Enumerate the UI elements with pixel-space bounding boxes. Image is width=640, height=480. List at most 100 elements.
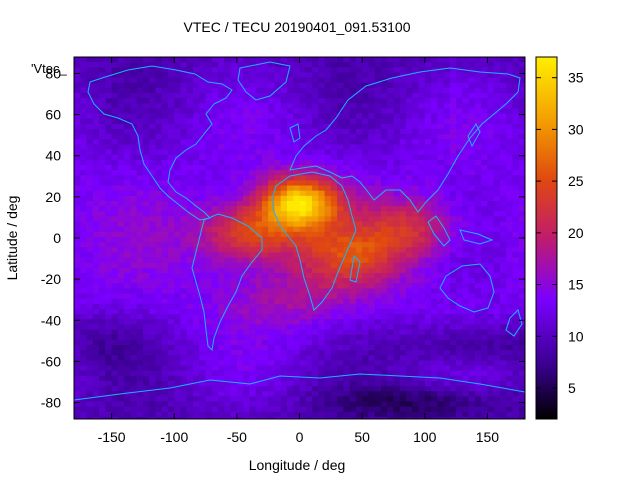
heatmap-cell xyxy=(130,144,138,151)
heatmap-cell xyxy=(105,396,113,403)
heatmap-cell xyxy=(167,329,175,336)
heatmap-cell xyxy=(218,324,225,331)
heatmap-cell xyxy=(374,344,382,351)
heatmap-cell xyxy=(230,350,238,356)
heatmap-cell xyxy=(474,370,482,377)
heatmap-cell xyxy=(412,180,420,187)
heatmap-cell xyxy=(512,57,520,63)
heatmap-cell xyxy=(462,278,470,284)
heatmap-cell xyxy=(211,118,219,125)
heatmap-cell xyxy=(224,77,232,84)
heatmap-cell xyxy=(393,206,401,212)
heatmap-cell xyxy=(449,344,457,351)
heatmap-cell xyxy=(105,380,113,387)
heatmap-cell xyxy=(155,164,163,171)
heatmap-cell xyxy=(280,154,288,161)
heatmap-cell xyxy=(305,365,313,372)
heatmap-cell xyxy=(167,211,175,217)
heatmap-cell xyxy=(193,170,200,176)
heatmap-cell xyxy=(230,344,238,351)
heatmap-cell xyxy=(393,123,401,130)
heatmap-cell xyxy=(493,360,501,367)
heatmap-cell xyxy=(349,108,357,115)
heatmap-cell xyxy=(193,195,200,202)
heatmap-cell xyxy=(105,236,113,243)
heatmap-cell xyxy=(393,329,401,336)
heatmap-cell xyxy=(286,123,294,130)
heatmap-cell xyxy=(337,308,344,315)
heatmap-cell xyxy=(330,98,338,104)
heatmap-cell xyxy=(405,355,413,361)
heatmap-cell xyxy=(130,386,138,392)
heatmap-cell xyxy=(431,380,438,387)
heatmap-cell xyxy=(211,267,219,274)
heatmap-cell xyxy=(111,236,119,243)
heatmap-cell xyxy=(205,380,213,387)
heatmap-cell xyxy=(330,303,338,310)
heatmap-cell xyxy=(136,206,144,212)
heatmap-cell xyxy=(424,82,432,89)
heatmap-cell xyxy=(249,221,257,228)
heatmap-cell xyxy=(186,77,194,84)
heatmap-cell xyxy=(124,103,131,110)
heatmap-cell xyxy=(99,350,106,356)
heatmap-cell xyxy=(92,113,100,120)
heatmap-cell xyxy=(468,123,476,130)
heatmap-cell xyxy=(518,221,525,228)
heatmap-cell xyxy=(462,272,470,279)
heatmap-cell xyxy=(324,82,332,89)
heatmap-cell xyxy=(349,123,357,130)
heatmap-cell xyxy=(412,221,420,228)
heatmap-cell xyxy=(393,72,401,79)
heatmap-cell xyxy=(380,216,388,223)
heatmap-cell xyxy=(468,396,476,403)
heatmap-cell xyxy=(443,406,451,413)
heatmap-cell xyxy=(99,272,106,279)
heatmap-cell xyxy=(180,375,188,382)
heatmap-cell xyxy=(86,180,94,187)
heatmap-cell xyxy=(80,164,88,171)
heatmap-cell xyxy=(456,360,463,367)
heatmap-cell xyxy=(99,236,106,243)
heatmap-cell xyxy=(305,298,313,305)
heatmap-cell xyxy=(167,154,175,161)
heatmap-cell xyxy=(399,355,407,361)
heatmap-cell xyxy=(518,406,525,413)
heatmap-cell xyxy=(437,360,445,367)
heatmap-cell xyxy=(174,247,182,253)
heatmap-cell xyxy=(312,123,319,130)
heatmap-cell xyxy=(387,319,395,325)
heatmap-cell xyxy=(161,118,169,125)
heatmap-cell xyxy=(280,92,288,99)
heatmap-cell xyxy=(155,62,163,68)
heatmap-cell xyxy=(499,380,507,387)
heatmap-cell xyxy=(293,62,301,68)
heatmap-cell xyxy=(456,324,463,331)
heatmap-cell xyxy=(224,293,232,300)
heatmap-cell xyxy=(243,283,250,289)
heatmap-cell xyxy=(312,200,319,207)
heatmap-cell xyxy=(80,72,88,79)
heatmap-cell xyxy=(474,226,482,233)
heatmap-cell xyxy=(193,396,200,403)
heatmap-cell xyxy=(399,185,407,192)
heatmap-cell xyxy=(80,103,88,110)
heatmap-cell xyxy=(418,185,426,192)
heatmap-cell xyxy=(268,283,276,289)
heatmap-cell xyxy=(399,103,407,110)
heatmap-cell xyxy=(149,103,157,110)
heatmap-cell xyxy=(299,103,307,110)
heatmap-cell xyxy=(180,247,188,253)
heatmap-cell xyxy=(274,154,282,161)
heatmap-cell xyxy=(142,113,150,120)
heatmap-cell xyxy=(117,329,125,336)
heatmap-cell xyxy=(293,211,301,217)
heatmap-cell xyxy=(362,154,369,161)
heatmap-cell xyxy=(312,262,319,269)
heatmap-cell xyxy=(424,272,432,279)
heatmap-cell xyxy=(99,339,106,346)
heatmap-cell xyxy=(368,62,376,68)
heatmap-cell xyxy=(167,334,175,341)
heatmap-cell xyxy=(474,401,482,408)
heatmap-cell xyxy=(293,185,301,192)
